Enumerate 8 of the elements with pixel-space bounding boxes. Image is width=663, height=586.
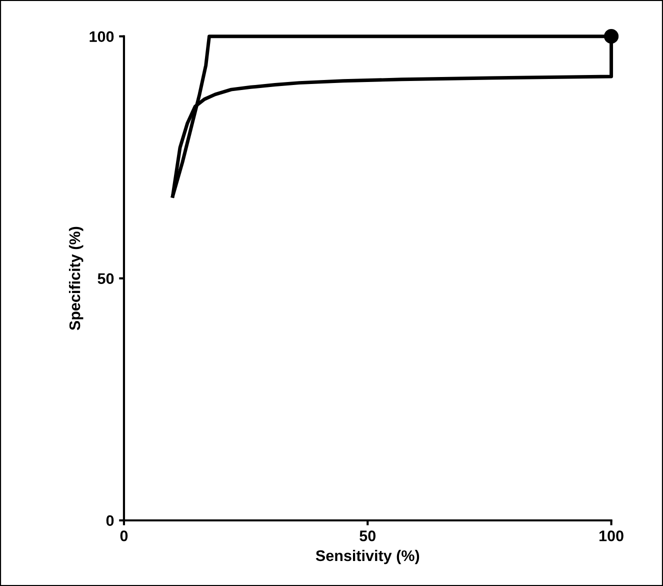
x-axis-title: Sensitivity (%) <box>316 550 420 564</box>
x-tick-label: 100 <box>600 530 624 542</box>
y-tick-label: 0 <box>106 515 114 526</box>
y-tick-label: 100 <box>90 31 114 42</box>
x-tick-label: 0 <box>120 530 128 542</box>
y-tick-label: 50 <box>98 273 114 284</box>
y-axis-title: Specificity (%) <box>68 226 84 330</box>
x-tick-label: 50 <box>360 530 376 542</box>
